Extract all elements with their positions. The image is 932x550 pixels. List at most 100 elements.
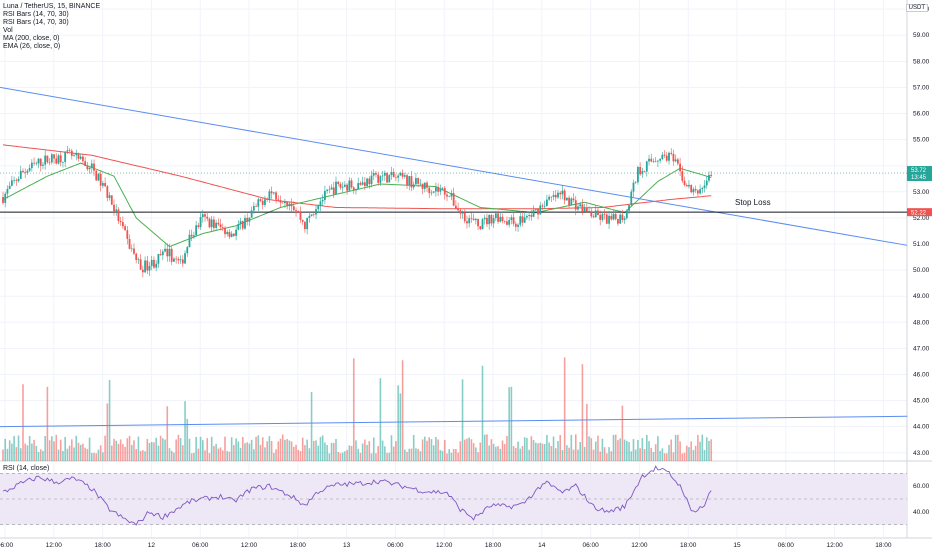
volume-bar	[62, 450, 64, 461]
candle-body	[337, 181, 340, 184]
volume-bar	[452, 448, 455, 461]
indicator-volume[interactable]: Vol	[3, 27, 13, 34]
candle-body	[497, 213, 499, 222]
volume-bar	[626, 440, 628, 461]
volume-bar	[237, 441, 240, 461]
candle-body	[306, 217, 309, 230]
volume-bar	[128, 435, 131, 461]
price-tick-label: 50.00	[913, 267, 930, 274]
volume-bar	[339, 453, 342, 461]
candle-body	[699, 189, 701, 194]
indicator-rsi-bars-1[interactable]: RSI Bars (14, 70, 30)	[3, 11, 69, 18]
volume-bar	[175, 439, 177, 461]
volume-bar	[628, 442, 630, 461]
volume-bar	[461, 379, 464, 461]
volume-bar	[390, 435, 393, 461]
candle-body	[452, 193, 455, 206]
candle-body	[90, 163, 93, 168]
candle-body	[44, 155, 47, 165]
volume-bar	[406, 451, 408, 461]
candle-body	[617, 219, 619, 224]
candle-body	[39, 158, 42, 166]
candle-body	[466, 221, 468, 224]
volume-bar	[106, 403, 109, 461]
candle-body	[643, 171, 646, 172]
candle-body	[705, 180, 708, 186]
volume-bar	[495, 446, 497, 461]
candle-body	[470, 218, 473, 219]
volume-bar	[71, 439, 73, 461]
volume-bar	[665, 453, 668, 461]
volume-bar	[570, 434, 573, 461]
volume-bar	[597, 435, 599, 461]
volume-bar	[91, 453, 93, 461]
candle-body	[408, 176, 411, 186]
candle-body	[62, 162, 64, 163]
candle-body	[115, 209, 118, 212]
volume-bar	[288, 440, 291, 461]
candle-body	[361, 182, 364, 185]
candle-body	[683, 180, 686, 186]
volume-bar	[659, 450, 661, 461]
volume-bar	[577, 449, 579, 461]
volume-bar	[150, 441, 153, 461]
volume-bar	[594, 441, 597, 461]
price-tick-label: 56.00	[913, 111, 930, 118]
symbol-title[interactable]: Luna / TetherUS, 15, BINANCE	[3, 3, 101, 10]
candle-body	[204, 214, 206, 217]
rsi-pane-title[interactable]: RSI (14, close)	[3, 465, 50, 472]
candle-body	[685, 185, 688, 187]
volume-bar	[537, 443, 539, 461]
volume-bar	[188, 438, 191, 461]
volume-bar	[663, 453, 666, 461]
volume-bar	[19, 448, 22, 461]
candle-body	[261, 200, 264, 205]
volume-bar	[104, 435, 106, 461]
candle-body	[406, 175, 408, 186]
candle-body	[22, 170, 24, 173]
volume-bar	[523, 437, 526, 461]
candle-body	[514, 223, 517, 227]
candle-body	[679, 163, 681, 172]
volume-bar	[319, 437, 322, 461]
volume-bar	[8, 440, 11, 461]
volume-bar	[619, 438, 621, 461]
volume-bar	[273, 452, 275, 461]
candle-body	[517, 224, 519, 227]
candle-body	[519, 216, 522, 225]
time-tick-label: 06:00	[192, 542, 209, 549]
volume-bar	[266, 441, 268, 461]
candle-body	[288, 203, 291, 206]
candle-body	[348, 180, 351, 191]
candle-body	[448, 196, 451, 198]
candle-body	[379, 176, 382, 183]
candle-body	[186, 247, 189, 254]
volume-bar	[692, 450, 695, 461]
candle-body	[64, 151, 67, 163]
candle-body	[170, 248, 173, 262]
candle-body	[24, 172, 27, 173]
candle-body	[523, 217, 526, 223]
candle-body	[190, 234, 193, 237]
indicator-rsi-bars-2[interactable]: RSI Bars (14, 70, 30)	[3, 19, 69, 26]
volume-bar	[117, 443, 120, 461]
candle-body	[550, 196, 553, 198]
candle-body	[446, 194, 448, 197]
volume-bar	[592, 449, 595, 461]
volume-bar	[255, 436, 257, 461]
time-tick-label: 18:00	[290, 542, 307, 549]
indicator-ema26[interactable]: EMA (26, close, 0)	[3, 43, 61, 50]
volume-bar	[466, 438, 468, 461]
volume-bar	[477, 452, 479, 461]
candle-body	[370, 175, 373, 185]
candle-body	[343, 184, 346, 187]
volume-bar	[297, 449, 300, 461]
indicator-ma200[interactable]: MA (200, close, 0)	[3, 35, 60, 42]
candle-body	[317, 206, 320, 210]
candle-body	[590, 211, 593, 217]
candle-body	[95, 170, 98, 181]
volume-bar	[88, 437, 91, 461]
currency-badge[interactable]: USDT	[905, 4, 928, 12]
candle-body	[279, 200, 282, 203]
